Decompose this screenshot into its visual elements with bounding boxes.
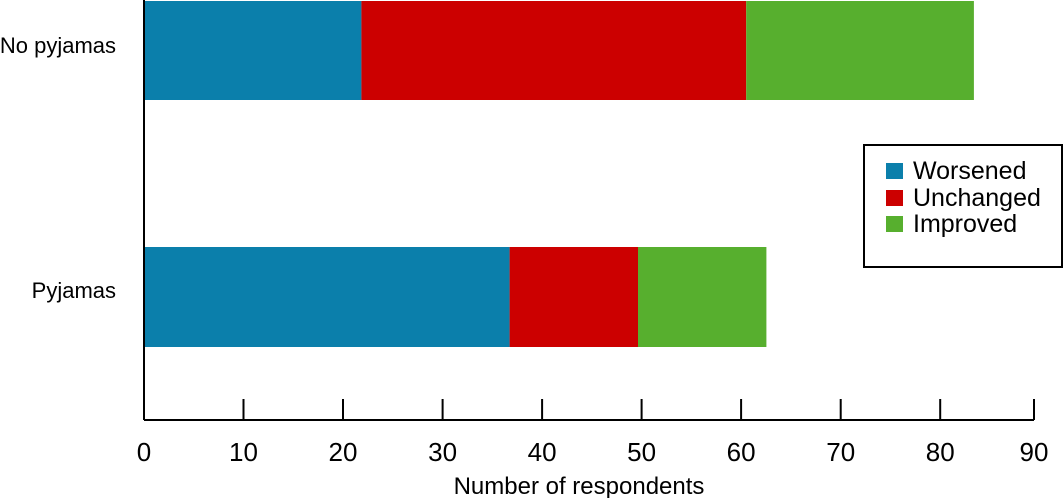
svg-text:90: 90 <box>1020 437 1049 467</box>
svg-text:30: 30 <box>428 437 457 467</box>
svg-text:0: 0 <box>137 437 151 467</box>
svg-text:Worsened: Worsened <box>913 157 1027 185</box>
svg-text:20: 20 <box>329 437 358 467</box>
svg-text:No pyjamas: No pyjamas <box>0 33 116 58</box>
svg-text:Number of respondents: Number of respondents <box>454 473 705 498</box>
svg-text:Improved: Improved <box>913 210 1017 238</box>
svg-text:60: 60 <box>727 437 756 467</box>
svg-text:40: 40 <box>528 437 557 467</box>
svg-text:50: 50 <box>627 437 656 467</box>
svg-text:10: 10 <box>229 437 258 467</box>
svg-text:Unchanged: Unchanged <box>913 184 1041 212</box>
svg-text:80: 80 <box>926 437 955 467</box>
svg-text:Pyjamas: Pyjamas <box>32 278 116 303</box>
svg-text:70: 70 <box>826 437 855 467</box>
